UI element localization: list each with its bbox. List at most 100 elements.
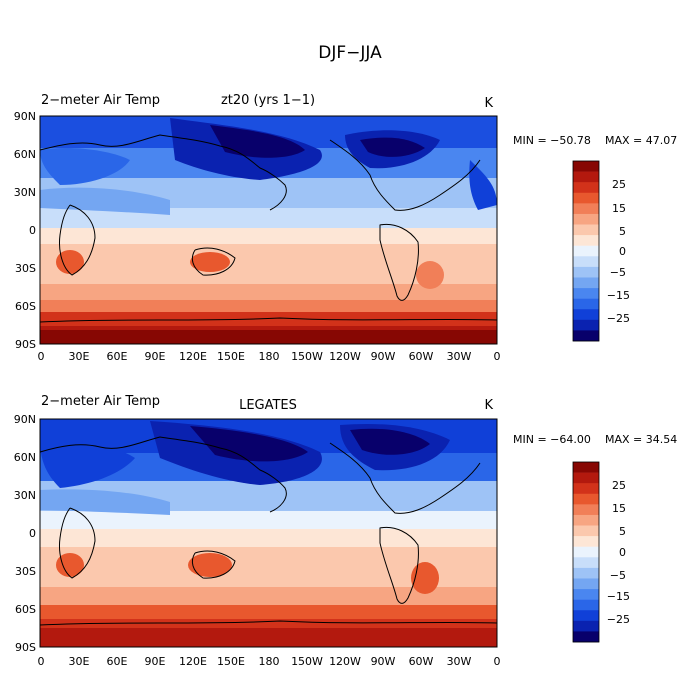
panel-top-colorbar: [572, 160, 600, 342]
colorbar-swatch: [573, 161, 599, 172]
colorbar-swatch: [573, 256, 599, 268]
colorbar-label: 5: [619, 225, 626, 238]
panel-top-lat-axis: 90N 60N 30N 0 30S 60S 90S: [14, 110, 36, 351]
lon-label: 150E: [217, 350, 245, 363]
colorbar-swatch: [573, 462, 599, 473]
colorbar-swatch: [573, 224, 599, 236]
lon-label: 150W: [291, 350, 323, 363]
panel-top-colorbar-labels: 25 15 5 0 −5 −15 −25: [607, 178, 630, 325]
colorbar-swatch: [573, 536, 599, 548]
colorbar-swatch: [573, 589, 599, 600]
colorbar-swatch: [573, 266, 599, 278]
lon-label: 30E: [69, 350, 90, 363]
colorbar-swatch: [573, 319, 599, 331]
lon-label: 180: [259, 350, 280, 363]
colorbar-swatch: [573, 245, 599, 257]
lat-label: 30S: [15, 565, 36, 578]
colorbar-swatch: [573, 599, 599, 611]
lat-label: 60S: [15, 603, 36, 616]
panel-top-map-field: [40, 116, 497, 344]
colorbar-swatch: [573, 514, 599, 526]
colorbar-swatch: [573, 504, 599, 516]
colorbar-swatch: [573, 192, 599, 204]
colorbar-swatch: [573, 330, 599, 342]
panel-bottom-min: MIN = −64.00: [513, 433, 591, 446]
colorbar-label: −15: [607, 590, 630, 603]
colorbar-swatch: [573, 309, 599, 321]
lon-label: 90W: [371, 655, 396, 668]
panel-top-lon-axis: 0 30E 60E 90E 120E 150E 180 150W 120W 90…: [38, 350, 501, 363]
panel-bottom: 2−meter Air Temp LEGATES K: [14, 394, 678, 668]
panel-bottom-units: K: [484, 398, 493, 413]
lon-label: 120W: [329, 350, 361, 363]
colorbar-label: 15: [612, 202, 626, 215]
panel-top-title-center: zt20 (yrs 1−1): [221, 93, 315, 108]
panel-top: 2−meter Air Temp zt20 (yrs 1−1) K: [14, 93, 678, 363]
lat-label: 90N: [14, 413, 36, 426]
colorbar-swatch: [573, 182, 599, 194]
lon-label: 30W: [447, 350, 472, 363]
lat-label: 0: [29, 527, 36, 540]
panel-bottom-map-field: [40, 419, 497, 647]
lon-label: 30E: [69, 655, 90, 668]
lat-label: 60N: [14, 148, 36, 161]
colorbar-swatch: [573, 472, 599, 484]
lon-label: 90E: [145, 655, 166, 668]
lon-label: 0: [494, 350, 501, 363]
lon-label: 60E: [107, 655, 128, 668]
colorbar-swatch: [573, 277, 599, 289]
colorbar-frame: [572, 160, 600, 342]
colorbar-swatch: [573, 298, 599, 310]
lon-label: 150E: [217, 655, 245, 668]
colorbar-swatch: [573, 213, 599, 225]
colorbar-swatch: [573, 546, 599, 558]
colorbar-swatch: [573, 567, 599, 579]
lon-label: 30W: [447, 655, 472, 668]
panel-top-units: K: [484, 96, 493, 111]
colorbar-swatch: [573, 578, 599, 590]
colorbar-label: 5: [619, 525, 626, 538]
colorbar-swatch: [573, 557, 599, 569]
panel-bottom-map-frame: [39, 418, 498, 648]
colorbar-label: 15: [612, 502, 626, 515]
lat-label: 90N: [14, 110, 36, 123]
lat-label: 30N: [14, 489, 36, 502]
colorbar-swatch: [573, 171, 599, 183]
lon-label: 180: [259, 655, 280, 668]
colorbar-swatch: [573, 525, 599, 537]
lon-label: 120W: [329, 655, 361, 668]
panel-bottom-colorbar-labels: 25 15 5 0 −5 −15 −25: [607, 479, 630, 626]
colorbar-swatch: [573, 203, 599, 215]
colorbar-swatch: [573, 631, 599, 643]
colorbar-label: −25: [607, 613, 630, 626]
panel-bottom-title-left: 2−meter Air Temp: [41, 394, 160, 409]
panel-bottom-title-center: LEGATES: [239, 398, 297, 413]
panel-top-min: MIN = −50.78: [513, 134, 591, 147]
lon-label: 60E: [107, 350, 128, 363]
panel-bottom-lon-axis: 0 30E 60E 90E 120E 150E 180 150W 120W 90…: [38, 655, 501, 668]
lon-label: 120E: [179, 350, 207, 363]
lon-label: 0: [38, 350, 45, 363]
lat-label: 60N: [14, 451, 36, 464]
lat-label: 90S: [15, 338, 36, 351]
colorbar-label: −15: [607, 289, 630, 302]
colorbar-swatch: [573, 483, 599, 495]
lon-label: 60W: [409, 655, 434, 668]
colorbar-swatch: [573, 493, 599, 505]
lon-label: 0: [494, 655, 501, 668]
colorbar-label: 25: [612, 178, 626, 191]
colorbar-swatch: [573, 620, 599, 632]
lat-label: 0: [29, 224, 36, 237]
colorbar-frame: [572, 461, 600, 643]
main-title: DJF−JJA: [318, 43, 382, 63]
colorbar-label: −25: [607, 312, 630, 325]
panel-top-max: MAX = 47.07: [605, 134, 677, 147]
panel-top-map-frame: [39, 115, 498, 345]
lon-label: 0: [38, 655, 45, 668]
lon-label: 120E: [179, 655, 207, 668]
colorbar-label: −5: [610, 569, 626, 582]
colorbar-label: 25: [612, 479, 626, 492]
colorbar-label: 0: [619, 245, 626, 258]
colorbar-label: 0: [619, 546, 626, 559]
